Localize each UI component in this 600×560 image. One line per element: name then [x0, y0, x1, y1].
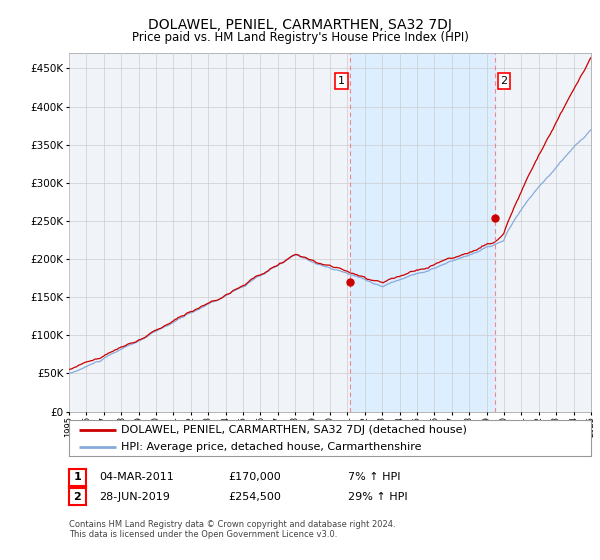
Text: 29% ↑ HPI: 29% ↑ HPI: [348, 492, 407, 502]
Text: 1: 1: [338, 76, 345, 86]
Text: HPI: Average price, detached house, Carmarthenshire: HPI: Average price, detached house, Carm…: [121, 442, 422, 451]
Text: 2: 2: [500, 76, 508, 86]
Text: 04-MAR-2011: 04-MAR-2011: [99, 472, 174, 482]
Text: Contains HM Land Registry data © Crown copyright and database right 2024.
This d: Contains HM Land Registry data © Crown c…: [69, 520, 395, 539]
Text: Price paid vs. HM Land Registry's House Price Index (HPI): Price paid vs. HM Land Registry's House …: [131, 31, 469, 44]
Text: 28-JUN-2019: 28-JUN-2019: [99, 492, 170, 502]
Text: DOLAWEL, PENIEL, CARMARTHEN, SA32 7DJ (detached house): DOLAWEL, PENIEL, CARMARTHEN, SA32 7DJ (d…: [121, 425, 467, 435]
Text: 1: 1: [74, 472, 81, 482]
Bar: [350, 53, 495, 412]
Text: £170,000: £170,000: [228, 472, 281, 482]
Text: 7% ↑ HPI: 7% ↑ HPI: [348, 472, 401, 482]
Text: DOLAWEL, PENIEL, CARMARTHEN, SA32 7DJ: DOLAWEL, PENIEL, CARMARTHEN, SA32 7DJ: [148, 18, 452, 32]
Text: 2: 2: [74, 492, 81, 502]
Text: £254,500: £254,500: [228, 492, 281, 502]
